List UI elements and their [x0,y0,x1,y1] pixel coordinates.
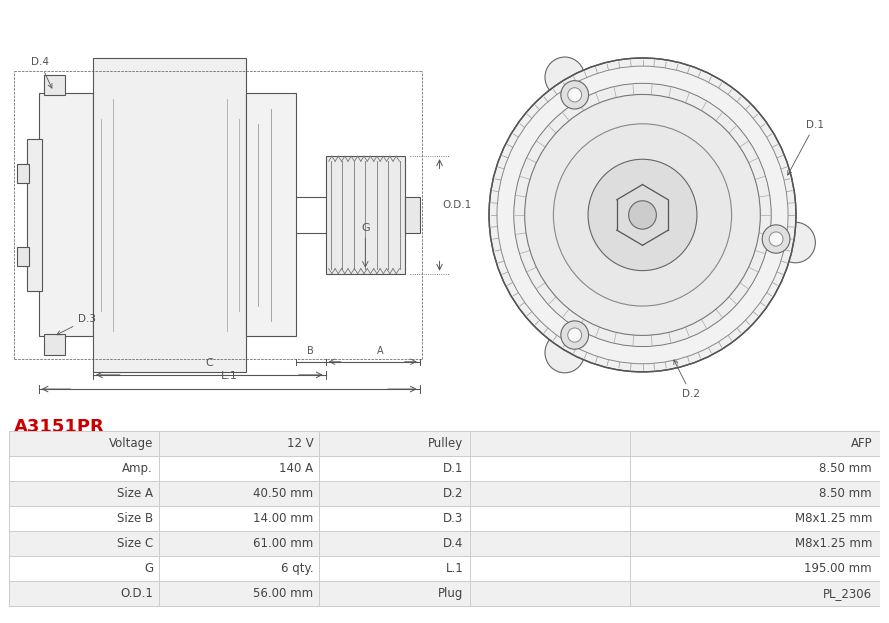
Text: Plug: Plug [438,587,463,600]
Circle shape [545,57,585,98]
Bar [17,164,28,183]
Bar [44,75,65,95]
Text: 140 A: 140 A [279,462,313,475]
Text: 8.50 mm: 8.50 mm [820,462,872,475]
Text: 14.00 mm: 14.00 mm [253,512,313,525]
Bar [93,58,246,372]
Text: D.4: D.4 [443,537,463,550]
Bar [17,247,28,265]
Text: 12 V: 12 V [286,437,313,450]
Text: L.1: L.1 [445,562,463,575]
Text: D.3: D.3 [444,512,463,525]
Text: D.2: D.2 [443,487,463,500]
Bar [9,531,880,556]
Text: D.3: D.3 [57,314,96,335]
Text: Amp.: Amp. [123,462,153,475]
Text: D.1: D.1 [788,120,824,175]
Circle shape [514,83,772,346]
Bar [9,581,880,606]
Bar [246,93,296,336]
Text: O.D.1: O.D.1 [443,200,472,210]
Text: 8.50 mm: 8.50 mm [820,487,872,500]
Text: D.2: D.2 [674,360,701,399]
Text: 195.00 mm: 195.00 mm [805,562,872,575]
Text: PL_2306: PL_2306 [823,587,872,600]
Circle shape [561,80,589,109]
Bar [9,506,880,531]
Circle shape [561,321,589,350]
Text: Pulley: Pulley [428,437,463,450]
Bar [9,556,880,581]
Bar [9,431,880,456]
Circle shape [776,222,815,263]
Circle shape [588,159,697,270]
Text: G: G [361,223,370,233]
Text: G: G [144,562,153,575]
Text: Size C: Size C [116,537,153,550]
Text: M8x1.25 mm: M8x1.25 mm [795,537,872,550]
Circle shape [497,66,788,364]
Bar [9,481,880,506]
Text: 56.00 mm: 56.00 mm [253,587,313,600]
Bar [27,139,42,291]
Text: D.4: D.4 [30,57,52,88]
Circle shape [553,124,732,306]
Text: Size A: Size A [117,487,153,500]
Circle shape [629,201,656,229]
Circle shape [769,232,783,246]
Text: O.D.1: O.D.1 [120,587,153,600]
Bar [38,93,93,336]
Text: B: B [308,346,314,356]
Bar [44,335,65,354]
Text: A: A [377,346,384,356]
Circle shape [762,225,790,253]
Bar [325,156,404,273]
Circle shape [568,88,581,102]
Text: 61.00 mm: 61.00 mm [253,537,313,550]
Text: 40.50 mm: 40.50 mm [253,487,313,500]
Text: Size B: Size B [117,512,153,525]
Circle shape [545,332,585,373]
Text: C: C [205,358,213,368]
Circle shape [489,58,796,372]
Circle shape [525,95,760,335]
Text: A3151PR: A3151PR [14,418,105,436]
Text: AFP: AFP [851,437,872,450]
Bar [9,456,880,481]
Bar [404,197,420,233]
Text: D.1: D.1 [443,462,463,475]
Text: Voltage: Voltage [108,437,153,450]
Circle shape [568,328,581,342]
Text: M8x1.25 mm: M8x1.25 mm [795,512,872,525]
Text: 6 qty.: 6 qty. [281,562,313,575]
Text: L.1: L.1 [220,371,237,381]
